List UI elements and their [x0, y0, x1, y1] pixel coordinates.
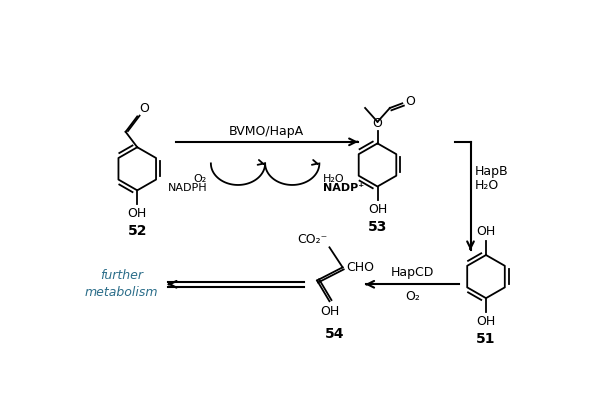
Text: H₂O: H₂O [474, 179, 498, 192]
Text: CO₂⁻: CO₂⁻ [297, 233, 327, 246]
Text: further
metabolism: further metabolism [85, 269, 158, 299]
Text: OH: OH [128, 207, 147, 220]
Text: OH: OH [368, 204, 387, 216]
Text: O₂: O₂ [405, 290, 420, 303]
Text: 53: 53 [368, 220, 387, 234]
Text: NADP⁺: NADP⁺ [323, 183, 364, 193]
Text: 51: 51 [476, 332, 496, 346]
Text: 52: 52 [128, 224, 147, 238]
Text: O: O [140, 102, 149, 115]
Text: OH: OH [476, 315, 495, 328]
Text: OH: OH [320, 305, 339, 318]
Text: OH: OH [476, 225, 495, 238]
Text: O: O [405, 95, 415, 108]
Text: H₂O: H₂O [323, 174, 345, 184]
Text: BVMO/HapA: BVMO/HapA [229, 125, 304, 138]
Text: O₂: O₂ [194, 174, 207, 184]
Text: NADPH: NADPH [167, 183, 207, 193]
Text: HapCD: HapCD [391, 266, 434, 279]
Text: HapB: HapB [474, 165, 508, 178]
Text: 54: 54 [325, 327, 344, 341]
Text: O: O [373, 117, 382, 129]
Text: CHO: CHO [347, 261, 374, 274]
